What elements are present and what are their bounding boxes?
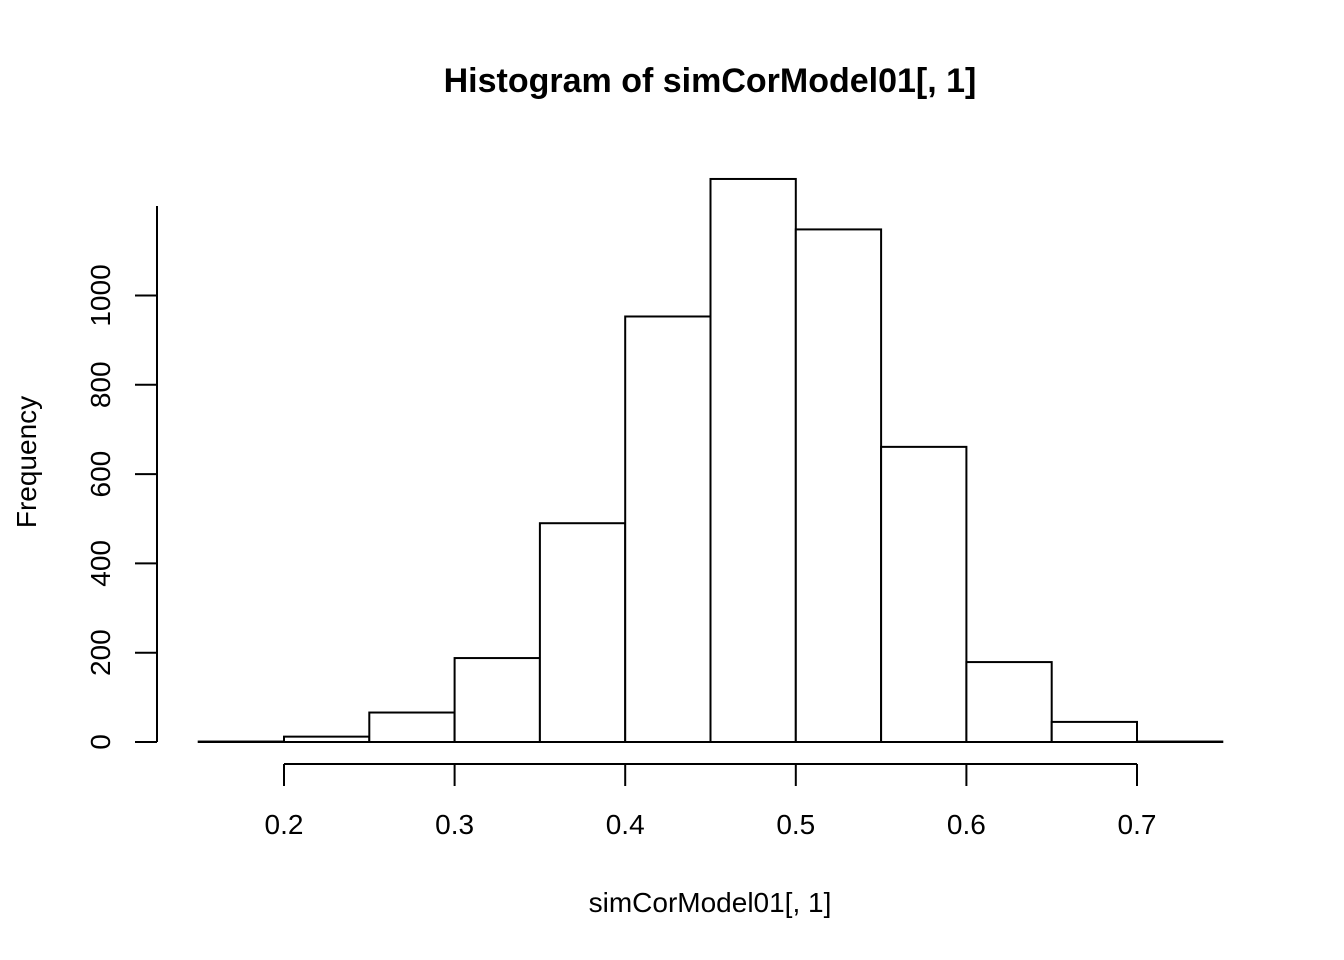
histogram-bar (283, 735, 371, 744)
x-tick-label: 0.6 (947, 809, 986, 840)
histogram-bar (880, 445, 968, 743)
x-axis-label: simCorModel01[, 1] (589, 887, 832, 918)
histogram-bar (624, 315, 712, 743)
bars-group (197, 177, 1224, 744)
y-ticks-group: 0 200 400 600 800 1000 (85, 264, 157, 750)
x-ticks-group: 0.2 0.3 0.4 0.5 0.6 0.7 (265, 764, 1157, 840)
histogram-bar (538, 522, 627, 744)
histogram-bar (368, 711, 456, 744)
y-tick-label: 1000 (85, 264, 116, 326)
histogram-bar (453, 657, 541, 743)
y-tick-label: 400 (85, 540, 116, 587)
x-tick-label: 0.4 (606, 809, 645, 840)
y-tick-label: 200 (85, 629, 116, 676)
x-tick-label: 0.2 (265, 809, 304, 840)
y-axis-label: Frequency (11, 396, 42, 528)
y-tick-label: 0 (85, 734, 116, 750)
x-tick-label: 0.7 (1118, 809, 1157, 840)
y-tick-label: 800 (85, 361, 116, 408)
y-tick-label: 600 (85, 451, 116, 498)
histogram-bar (1050, 720, 1138, 743)
chart-title: Histogram of simCorModel01[, 1] (444, 62, 977, 100)
histogram-bar (709, 177, 797, 743)
x-tick-label: 0.5 (776, 809, 815, 840)
histogram-bar (965, 661, 1053, 743)
x-tick-label: 0.3 (435, 809, 474, 840)
histogram-bar (794, 228, 883, 743)
